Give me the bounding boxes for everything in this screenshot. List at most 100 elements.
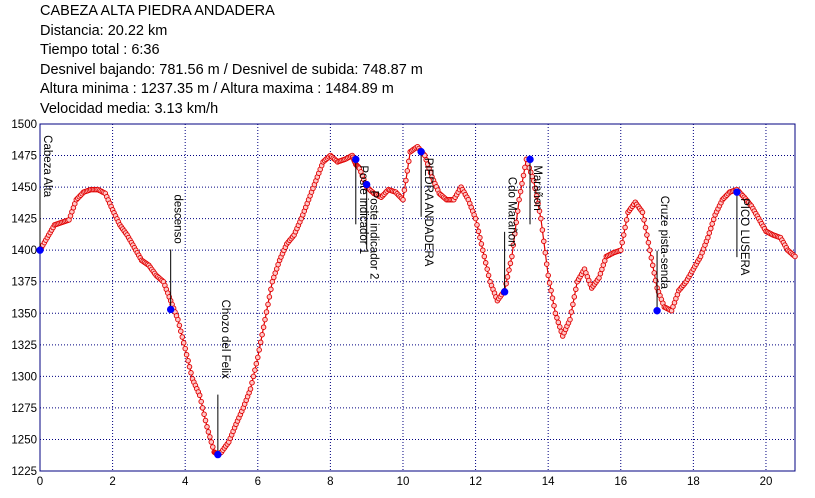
x-tick-label: 4 [182,476,189,488]
x-tick-label: 6 [255,476,261,488]
track-point [551,302,557,309]
y-tick-label: 1250 [11,434,37,446]
track-point [268,286,274,293]
track-point [620,232,627,238]
waypoint-label: descenso [172,194,184,243]
x-tick-label: 10 [397,476,410,488]
y-tick-label: 1475 [11,151,37,163]
track-point [545,272,551,279]
track-point [622,224,628,231]
track-point [252,367,258,373]
track-point [263,309,270,315]
track-point [644,232,650,238]
elevation-gain-loss-text: Desnivel bajando: 781.56 m / Desnivel de… [40,61,423,78]
track-point [705,234,711,241]
track-point [639,209,646,216]
track-point [541,238,547,245]
track-point [649,262,656,269]
grid-lines [40,124,795,471]
track-point [557,324,563,330]
track-point [546,280,553,286]
waypoint-label: Cabeza Alta [41,135,53,198]
waypoint-label: Chozo del Felix [219,300,231,380]
track-point [179,334,186,340]
y-tick-label: 1500 [11,119,37,131]
waypoint-label: Poste indicador 2 [368,191,380,280]
track-point [199,405,206,411]
track-point [480,247,486,253]
track-point [404,168,411,174]
track-point [708,225,714,232]
x-tick-label: 2 [109,476,115,488]
track-point [485,272,492,279]
track-point [202,417,209,424]
track-point [186,364,193,370]
waypoint-marker [500,288,509,296]
y-tick-label: 1350 [11,308,37,320]
track-point [507,260,514,267]
track-point [543,261,550,267]
track-point [482,260,489,266]
track-point [645,239,652,246]
track-point [642,224,649,231]
track-point [259,331,265,338]
track-point [176,322,183,329]
track-point [648,255,655,261]
track-point [257,339,264,346]
track-point [178,328,184,334]
x-tick-label: 14 [542,476,555,488]
track-point [709,221,715,227]
track-point [792,253,798,260]
track-point [641,217,647,223]
waypoint-marker [417,148,425,156]
y-tick-label: 1450 [11,182,37,194]
track-point [201,411,207,417]
track-point [475,228,482,235]
waypoint-marker [733,188,741,196]
track-point [474,222,480,228]
track-point [542,249,549,256]
altitude-range-text: Altura minima : 1237.35 m / Altura maxim… [40,81,394,97]
distance-text: Distancia: 20.22 km [40,22,168,39]
track-point [260,324,267,330]
track-point [253,360,260,367]
waypoint-marker [214,450,222,459]
waypoint-marker [526,155,534,164]
track-point [506,267,512,273]
waypoint-label: Cdo Marañon [506,177,518,247]
track-point [247,386,254,392]
track-point [509,253,515,260]
track-point [401,187,408,193]
track-point [519,180,525,187]
waypoint-label: PIEDRA ANDADERA [422,158,434,267]
track-point [477,234,483,241]
track-point [208,439,215,445]
track-point [205,429,212,435]
waypoint-marker [36,246,44,254]
y-tick-label: 1225 [11,466,37,478]
track-point [175,316,181,323]
x-tick-label: 18 [687,476,700,488]
y-tick-label: 1300 [11,371,37,383]
track-point [180,340,187,346]
track-point [478,241,485,247]
track-point [481,253,488,260]
axis-ticks: 1225 1250 1275 1300 1325 1350 1375 1400 1425 1450… [11,119,772,488]
track-point [188,370,194,376]
track-point [536,208,543,214]
track-point [517,188,524,195]
track-point [510,242,517,248]
x-tick-label: 16 [614,476,627,488]
track-point [183,351,190,358]
track-point [472,215,479,222]
track-summary: CABEZA ALTA PIEDRA ANDADERA Distancia: 2… [40,2,423,119]
track-title: CABEZA ALTA PIEDRA ANDADERA [40,3,275,19]
track-point [568,309,575,315]
track-point [400,196,406,203]
track-point [262,316,268,323]
track-point [266,294,273,300]
track-point [196,392,203,399]
waypoint-marker [362,180,371,189]
x-tick-label: 12 [469,476,482,488]
